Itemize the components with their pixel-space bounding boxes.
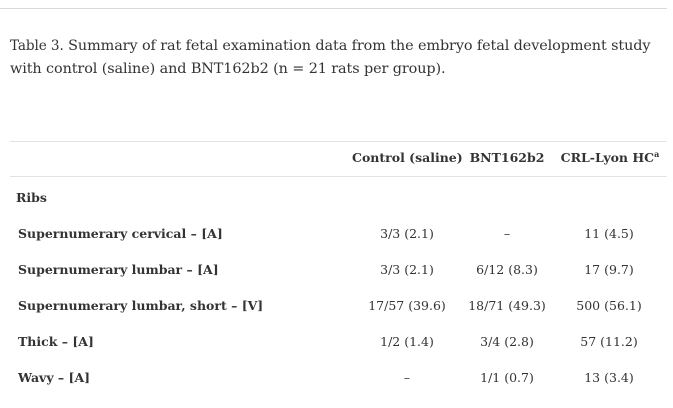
cell-control: –	[403, 370, 411, 385]
header-rule	[10, 176, 667, 177]
footnote-marker: a	[654, 148, 660, 159]
row-label: Wavy – [A]	[18, 370, 91, 385]
cell-control: 1/2 (1.4)	[380, 334, 434, 349]
cell-crl-lyon: 17 (9.7)	[584, 262, 634, 277]
cell-control: 3/3 (2.1)	[380, 226, 434, 241]
cell-crl-lyon: 13 (3.4)	[584, 370, 634, 385]
row-label: Thick – [A]	[18, 334, 94, 349]
table-row: Thick – [A] 1/2 (1.4) 3/4 (2.8) 57 (11.2…	[0, 334, 673, 354]
section-label-ribs: Ribs	[16, 190, 47, 205]
cell-bnt162b2: 3/4 (2.8)	[480, 334, 534, 349]
table-caption: Table 3. Summary of rat fetal examinatio…	[10, 35, 665, 81]
table-row: Wavy – [A] – 1/1 (0.7) 13 (3.4)	[0, 370, 673, 390]
cell-bnt162b2: 1/1 (0.7)	[480, 370, 534, 385]
cell-bnt162b2: –	[503, 226, 511, 241]
cell-crl-lyon: 500 (56.1)	[576, 298, 642, 313]
column-header-crl-lyon: CRL-Lyon HCa	[560, 148, 660, 165]
row-label: Supernumerary lumbar – [A]	[18, 262, 219, 277]
cell-bnt162b2: 18/71 (49.3)	[468, 298, 546, 313]
row-label: Supernumerary cervical – [A]	[18, 226, 223, 241]
caption-text: Summary of rat fetal examination data fr…	[10, 38, 651, 77]
column-header-control: Control (saline)	[352, 150, 463, 165]
cell-crl-lyon: 11 (4.5)	[584, 226, 634, 241]
cell-control: 3/3 (2.1)	[380, 262, 434, 277]
cell-control: 17/57 (39.6)	[368, 298, 446, 313]
top-divider	[0, 8, 667, 9]
cell-crl-lyon: 57 (11.2)	[580, 334, 638, 349]
cell-bnt162b2: 6/12 (8.3)	[476, 262, 538, 277]
row-label: Supernumerary lumbar, short – [V]	[18, 298, 264, 313]
column-header-bnt162b2: BNT162b2	[469, 150, 545, 165]
table-top-rule	[10, 141, 667, 142]
table-number: Table 3.	[10, 38, 64, 54]
table-row: Supernumerary cervical – [A] 3/3 (2.1) –…	[0, 226, 673, 246]
table-row: Supernumerary lumbar – [A] 3/3 (2.1) 6/1…	[0, 262, 673, 282]
table-row: Supernumerary lumbar, short – [V] 17/57 …	[0, 298, 673, 318]
